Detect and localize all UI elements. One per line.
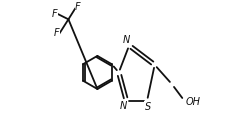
Text: F: F [54, 28, 59, 38]
Text: OH: OH [186, 97, 200, 107]
Text: N: N [119, 101, 126, 111]
Text: N: N [123, 35, 130, 45]
Text: F: F [52, 9, 58, 19]
Text: S: S [145, 102, 151, 112]
Text: F: F [75, 2, 80, 12]
